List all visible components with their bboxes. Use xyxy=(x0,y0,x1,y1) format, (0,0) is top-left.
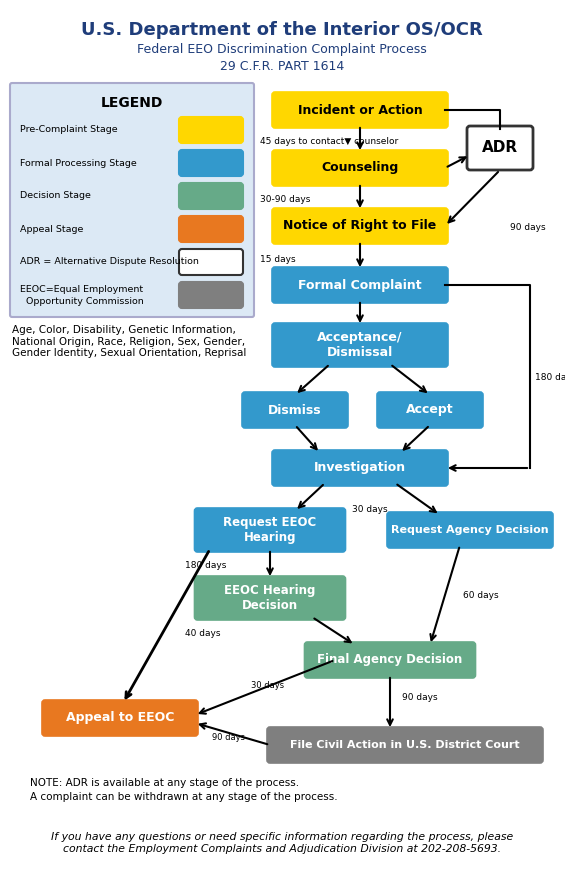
FancyBboxPatch shape xyxy=(179,282,243,308)
Text: 30 days: 30 days xyxy=(251,682,285,690)
FancyBboxPatch shape xyxy=(272,92,448,128)
Text: 180 days: 180 days xyxy=(535,373,565,383)
Text: Notice of Right to File: Notice of Right to File xyxy=(284,219,437,232)
Text: Age, Color, Disability, Genetic Information,
National Origin, Race, Religion, Se: Age, Color, Disability, Genetic Informat… xyxy=(12,325,246,358)
Text: 40 days: 40 days xyxy=(185,628,220,637)
FancyBboxPatch shape xyxy=(272,267,448,303)
Text: Federal EEO Discrimination Complaint Process: Federal EEO Discrimination Complaint Pro… xyxy=(137,44,427,57)
Text: Request Agency Decision: Request Agency Decision xyxy=(391,525,549,535)
Text: If you have any questions or need specific information regarding the process, pl: If you have any questions or need specif… xyxy=(51,832,513,854)
Text: A complaint can be withdrawn at any stage of the process.: A complaint can be withdrawn at any stag… xyxy=(30,792,338,802)
Text: 90 days: 90 days xyxy=(402,692,438,702)
Text: EEOC Hearing
Decision: EEOC Hearing Decision xyxy=(224,584,316,612)
Text: Accept: Accept xyxy=(406,404,454,417)
Text: 15 days: 15 days xyxy=(260,254,295,263)
Text: Final Agency Decision: Final Agency Decision xyxy=(318,654,463,667)
Text: Acceptance/
Dismissal: Acceptance/ Dismissal xyxy=(318,331,403,359)
Text: ADR = Alternative Dispute Resolution: ADR = Alternative Dispute Resolution xyxy=(20,258,199,267)
FancyBboxPatch shape xyxy=(272,323,448,367)
Text: LEGEND: LEGEND xyxy=(101,96,163,110)
Text: EEOC=Equal Employment: EEOC=Equal Employment xyxy=(20,285,143,294)
Text: Dismiss: Dismiss xyxy=(268,404,322,417)
FancyBboxPatch shape xyxy=(305,642,476,678)
FancyBboxPatch shape xyxy=(42,700,198,736)
Text: Formal Processing Stage: Formal Processing Stage xyxy=(20,158,137,168)
FancyBboxPatch shape xyxy=(387,512,553,548)
Text: Pre-Complaint Stage: Pre-Complaint Stage xyxy=(20,126,118,135)
FancyBboxPatch shape xyxy=(194,508,346,552)
Text: Formal Complaint: Formal Complaint xyxy=(298,279,422,292)
FancyBboxPatch shape xyxy=(179,249,243,275)
Text: Investigation: Investigation xyxy=(314,461,406,475)
FancyBboxPatch shape xyxy=(10,83,254,317)
FancyBboxPatch shape xyxy=(242,392,348,428)
Text: 30-90 days: 30-90 days xyxy=(260,196,310,205)
Text: NOTE: ADR is available at any stage of the process.: NOTE: ADR is available at any stage of t… xyxy=(30,778,299,788)
FancyBboxPatch shape xyxy=(179,117,243,143)
Text: 29 C.F.R. PART 1614: 29 C.F.R. PART 1614 xyxy=(220,60,344,73)
FancyBboxPatch shape xyxy=(179,150,243,176)
Text: 30 days: 30 days xyxy=(352,505,388,515)
Text: ADR: ADR xyxy=(482,141,518,156)
Text: Counseling: Counseling xyxy=(321,162,399,175)
FancyBboxPatch shape xyxy=(179,216,243,242)
Text: Appeal Stage: Appeal Stage xyxy=(20,225,84,233)
FancyBboxPatch shape xyxy=(467,126,533,170)
Text: Opportunity Commission: Opportunity Commission xyxy=(20,297,144,307)
FancyBboxPatch shape xyxy=(267,727,543,763)
FancyBboxPatch shape xyxy=(194,576,346,620)
FancyBboxPatch shape xyxy=(272,150,448,186)
Text: 45 days to contact▼ counselor: 45 days to contact▼ counselor xyxy=(260,137,398,147)
Text: Appeal to EEOC: Appeal to EEOC xyxy=(66,711,174,725)
Text: Decision Stage: Decision Stage xyxy=(20,191,91,200)
FancyBboxPatch shape xyxy=(179,183,243,209)
Text: 180 days: 180 days xyxy=(185,560,227,570)
FancyBboxPatch shape xyxy=(272,450,448,486)
Text: 90 days: 90 days xyxy=(510,224,546,232)
Text: U.S. Department of the Interior OS/OCR: U.S. Department of the Interior OS/OCR xyxy=(81,21,483,39)
Text: Request EEOC
Hearing: Request EEOC Hearing xyxy=(223,516,316,544)
Text: 90 days: 90 days xyxy=(211,732,245,741)
Text: Incident or Action: Incident or Action xyxy=(298,103,423,116)
Text: 60 days: 60 days xyxy=(463,591,499,600)
FancyBboxPatch shape xyxy=(377,392,483,428)
FancyBboxPatch shape xyxy=(272,208,448,244)
Text: File Civil Action in U.S. District Court: File Civil Action in U.S. District Court xyxy=(290,740,520,750)
